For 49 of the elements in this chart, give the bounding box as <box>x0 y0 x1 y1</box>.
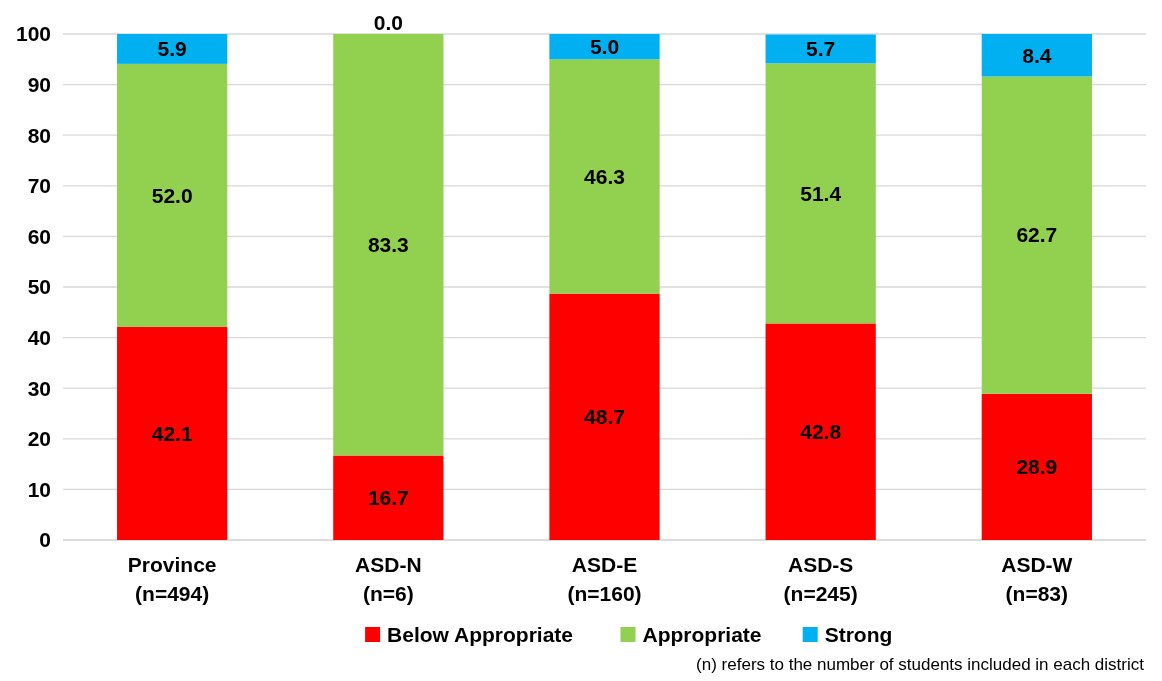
bar <box>549 34 660 60</box>
bar <box>765 34 876 64</box>
data-label: 16.7 <box>367 486 409 510</box>
y-tick-label: 70 <box>27 174 51 198</box>
data-label: 52.0 <box>151 183 193 207</box>
legend-label: Strong <box>824 623 893 647</box>
bar <box>549 293 660 540</box>
data-label: 28.9 <box>1016 455 1058 479</box>
bar <box>765 323 876 540</box>
data-label: 48.7 <box>584 405 625 429</box>
x-tick-label: ASD-W (n=83) <box>1001 553 1073 605</box>
bar <box>117 34 228 64</box>
data-label: 62.7 <box>1016 223 1058 247</box>
data-label: 0.0 <box>373 11 403 34</box>
y-tick-label: 20 <box>27 427 51 451</box>
data-label: 42.1 <box>151 421 193 445</box>
data-label: 51.4 <box>800 181 842 205</box>
y-tick-label: 60 <box>27 224 51 248</box>
bar <box>765 63 876 324</box>
bar <box>981 393 1092 540</box>
x-tick-label: ASD-S (n=245) <box>783 553 858 605</box>
y-tick-label: 30 <box>27 376 51 400</box>
x-tick-label: ASD-N (n=6) <box>355 553 422 605</box>
bar <box>117 326 228 540</box>
x-tick-label: ASD-E (n=160) <box>567 553 642 605</box>
legend-label: Appropriate <box>642 623 762 647</box>
bar <box>981 34 1092 77</box>
text: (n) refers to the number of students included in each district <box>696 655 1145 674</box>
bar <box>549 59 660 294</box>
bar <box>333 34 444 456</box>
legend-label: Below Appropriate <box>387 623 574 647</box>
y-tick-label: 50 <box>27 275 51 299</box>
bar <box>981 76 1092 394</box>
bar <box>333 455 444 540</box>
bar <box>117 63 228 327</box>
y-tick-label: 90 <box>27 72 51 96</box>
data-label: 46.3 <box>584 164 625 188</box>
y-tick-label: 10 <box>27 477 51 501</box>
data-label: 5.7 <box>806 37 836 61</box>
y-tick-label: 80 <box>27 123 51 147</box>
y-tick-label: 40 <box>27 325 51 349</box>
y-tick-label: 0 <box>39 528 51 552</box>
data-label: 5.9 <box>157 37 187 61</box>
data-label: 5.0 <box>589 35 620 58</box>
data-label: 8.4 <box>1022 43 1052 67</box>
y-tick-label: 100 <box>15 22 51 46</box>
data-label: 83.3 <box>367 233 409 257</box>
x-tick-label: Province (n=494) <box>127 553 217 605</box>
data-label: 42.8 <box>800 420 842 444</box>
